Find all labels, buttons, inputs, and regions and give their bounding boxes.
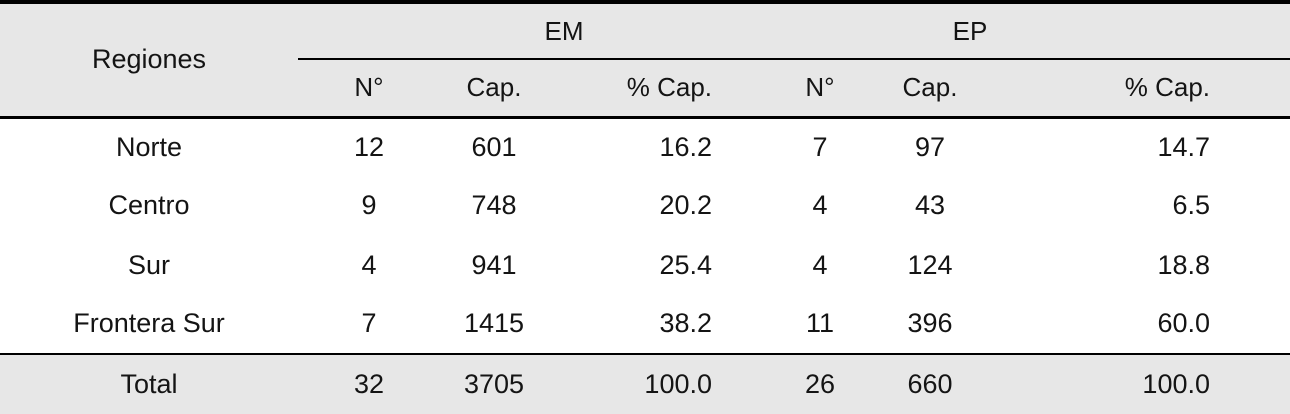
group-header-row: Regiones EM EP — [0, 2, 1290, 119]
ep-n-total: 26 — [770, 353, 870, 414]
region-label: Centro — [108, 190, 190, 221]
em-pct-total: 100.0 — [548, 353, 770, 414]
ep-n-value: 7 — [812, 131, 828, 162]
em-n-total: 32 — [298, 353, 440, 414]
em-cap-value: 748 — [471, 190, 517, 221]
total-label: Total — [0, 353, 298, 414]
sub-header-row: N° Cap. % Cap. N° Cap. % Cap. — [0, 59, 1290, 119]
ep-n-value: 11 — [805, 308, 835, 339]
ep-pct-value: 14.7 — [1157, 131, 1210, 162]
em-group-header: EM — [298, 2, 770, 60]
em-cap-value: 941 — [471, 249, 517, 280]
ep-pct-value: 6.5 — [1172, 190, 1210, 221]
region-label: Sur — [127, 249, 171, 280]
em-cap-total: 3705 — [440, 353, 548, 414]
em-n-value: 4 — [361, 249, 377, 280]
table-row-frontera-sur: Frontera Sur 7 1415 38.2 11 396 60.0 — [0, 294, 1290, 354]
regiones-column-header: Regiones — [0, 2, 298, 119]
ep-pct-total: 100.0 — [990, 353, 1290, 414]
table-row-norte: Norte 12 601 16.2 7 97 14.7 — [0, 117, 1290, 177]
em-cap-column-header: Cap. — [440, 59, 548, 119]
em-n-column-header: N° — [298, 59, 440, 119]
table-footer: Total 32 3705 100.0 26 660 100.0 — [0, 353, 1290, 414]
table-row-sur: Sur 4 941 25.4 4 124 18.8 — [0, 235, 1290, 295]
em-n-value: 12 — [353, 131, 385, 162]
ep-group-header: EP — [770, 2, 1290, 60]
ep-cap-value: 396 — [907, 308, 953, 339]
ep-cap-value: 97 — [914, 131, 946, 162]
em-cap-value: 1415 — [463, 308, 525, 339]
table-row-centro: Centro 9 748 20.2 4 43 6.5 — [0, 176, 1290, 236]
ep-cap-column-header: Cap. — [870, 59, 990, 119]
em-pct-value: 20.2 — [659, 190, 712, 221]
em-pct-value: 25.4 — [659, 249, 712, 280]
em-pct-value: 38.2 — [659, 308, 712, 339]
region-label: Frontera Sur — [73, 308, 225, 339]
ep-pct-value: 18.8 — [1157, 249, 1210, 280]
ep-cap-value: 43 — [914, 190, 946, 221]
ep-pct-column-header: % Cap. — [990, 59, 1290, 119]
em-n-value: 9 — [361, 190, 377, 221]
em-pct-column-header: % Cap. — [548, 59, 770, 119]
em-n-value: 7 — [361, 308, 377, 339]
table-body: Norte 12 601 16.2 7 97 14.7 Centro 9 748… — [0, 117, 1290, 354]
ep-pct-value: 60.0 — [1157, 308, 1210, 339]
ep-n-value: 4 — [812, 190, 828, 221]
total-row: Total 32 3705 100.0 26 660 100.0 — [0, 353, 1290, 414]
ep-n-value: 4 — [812, 249, 828, 280]
em-pct-value: 16.2 — [659, 131, 712, 162]
ep-n-column-header: N° — [770, 59, 870, 119]
ep-cap-value: 124 — [907, 249, 953, 280]
region-label: Norte — [115, 131, 183, 162]
em-cap-value: 601 — [471, 131, 517, 162]
ep-cap-total: 660 — [870, 353, 990, 414]
table-header: Regiones EM EP N° Cap. % Cap. N° Cap. % … — [0, 2, 1290, 119]
